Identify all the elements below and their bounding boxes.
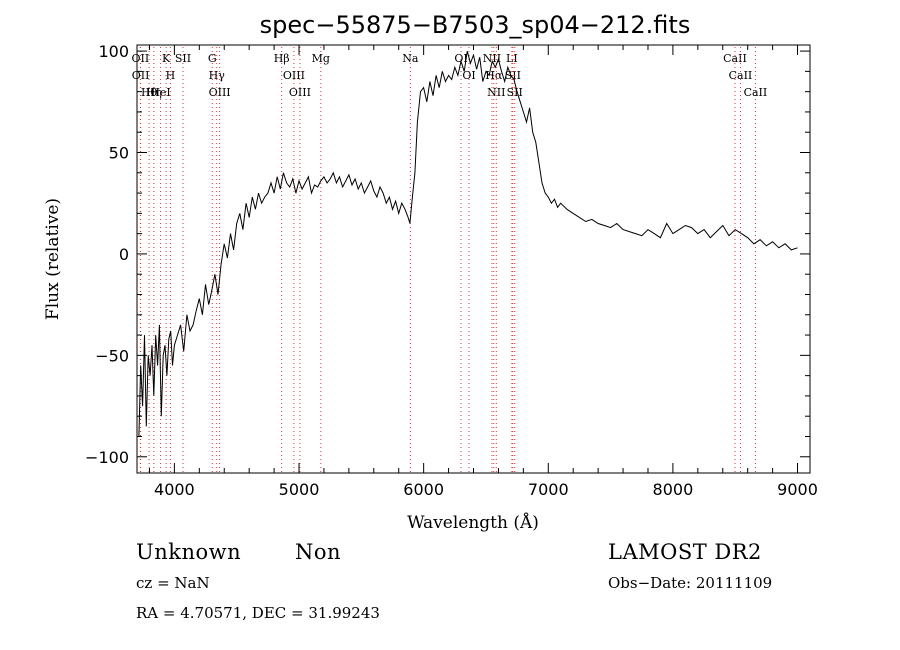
spectral-line-label: G [208, 52, 217, 65]
axes: 4000 5000 6000 7000 8000 9000 −100 −50 0 50 100 [85, 42, 818, 499]
spectral-line-label: Hα [485, 69, 503, 82]
sky-coordinates: RA = 4.70571, DEC = 31.99243 [136, 604, 380, 622]
x-tick-label: 5000 [279, 480, 320, 499]
y-tick-label: 100 [98, 42, 129, 61]
y-tick-label: −50 [95, 346, 129, 365]
spectral-line-label: OI [462, 69, 475, 82]
y-axis-label: Flux (relative) [43, 198, 63, 320]
x-tick-label: 7000 [528, 480, 569, 499]
spectral-line-label: NII [487, 86, 505, 99]
spectral-line-label: SII [507, 86, 523, 99]
spectral-line-label: CaII [744, 86, 768, 99]
spectral-line-label: HeI [150, 86, 170, 99]
spectral-line-label: SII [175, 52, 191, 65]
y-tick-label: 50 [109, 144, 129, 163]
spectral-line-label: Hγ [209, 69, 226, 82]
x-tick-label: 9000 [777, 480, 818, 499]
spectral-line-label: Na [402, 52, 419, 65]
survey-name: LAMOST DR2 [608, 540, 762, 564]
spectral-line-label: LI [506, 52, 518, 65]
plot-frame [136, 44, 811, 474]
spectral-line-label: OIII [289, 86, 311, 99]
spectral-line-label: K [162, 52, 171, 65]
spectrum-line [138, 50, 798, 437]
spectral-line-label: OII [132, 52, 150, 65]
spectral-line-label: H [166, 69, 176, 82]
y-tick-label: 0 [119, 245, 129, 264]
x-axis-label: Wavelength (Å) [407, 512, 539, 533]
x-tick-label: 6000 [403, 480, 444, 499]
spectral-line-label: Hη [146, 86, 162, 99]
spectral-line-label: CaII [729, 69, 753, 82]
spectral-subclass: Non [295, 540, 342, 564]
spectral-line-label: OII [132, 69, 150, 82]
x-tick-label: 4000 [154, 480, 195, 499]
spectral-line-label: OIII [209, 86, 231, 99]
observation-date: Obs−Date: 20111109 [608, 574, 773, 592]
x-tick-label: 8000 [653, 480, 694, 499]
y-tick-label: −100 [85, 448, 129, 467]
spectral-line-label: Hβ [274, 52, 290, 65]
spectral-line-label: SII [505, 69, 521, 82]
spectral-line-label: CaII [723, 52, 747, 65]
spectral-line-label: Mg [312, 52, 330, 65]
spectral-class: Unknown [136, 540, 242, 564]
chart-title: spec−55875−B7503_sp04−212.fits [260, 11, 691, 39]
spectral-line-label: OI [454, 52, 467, 65]
spectral-line-label: OIII [283, 69, 305, 82]
redshift-value: cz = NaN [136, 574, 210, 592]
